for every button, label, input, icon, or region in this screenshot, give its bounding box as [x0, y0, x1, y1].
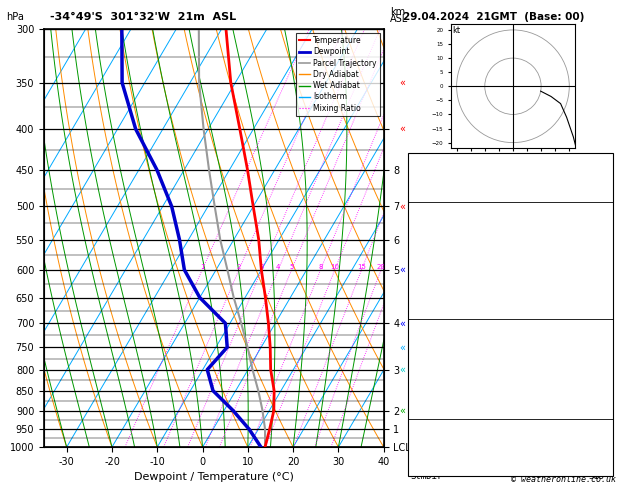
- Text: CIN (J): CIN (J): [411, 307, 448, 316]
- Text: «: «: [399, 342, 406, 352]
- Text: Hodograph: Hodograph: [486, 419, 535, 428]
- Text: -34°49'S  301°32'W  21m  ASL: -34°49'S 301°32'W 21m ASL: [50, 12, 237, 22]
- Text: K: K: [411, 155, 416, 164]
- Text: «: «: [399, 78, 406, 87]
- Text: 2: 2: [237, 264, 241, 270]
- Text: 3: 3: [259, 264, 264, 270]
- Text: Pressure (mb): Pressure (mb): [411, 337, 481, 346]
- Text: Dewp (°C): Dewp (°C): [411, 237, 459, 246]
- Text: CAPE (J): CAPE (J): [411, 389, 454, 399]
- Text: Lifted Index: Lifted Index: [411, 272, 476, 281]
- X-axis label: Dewpoint / Temperature (°C): Dewpoint / Temperature (°C): [134, 472, 294, 483]
- Text: SREH: SREH: [411, 454, 432, 463]
- Text: 315°: 315°: [589, 472, 610, 481]
- Text: 333: 333: [594, 354, 610, 364]
- Text: 13.8: 13.8: [589, 220, 610, 229]
- Legend: Temperature, Dewpoint, Parcel Trajectory, Dry Adiabat, Wet Adiabat, Isotherm, Mi: Temperature, Dewpoint, Parcel Trajectory…: [296, 33, 380, 116]
- Text: 46: 46: [599, 173, 610, 182]
- Text: 1: 1: [200, 264, 204, 270]
- Text: Surface: Surface: [492, 202, 529, 211]
- Text: © weatheronline.co.uk: © weatheronline.co.uk: [511, 474, 616, 484]
- Text: kt: kt: [452, 26, 460, 35]
- Text: Lifted Index: Lifted Index: [411, 372, 476, 381]
- Text: Totals Totals: Totals Totals: [411, 173, 481, 182]
- Text: 12.9: 12.9: [589, 237, 610, 246]
- Text: km: km: [390, 7, 405, 17]
- Text: «: «: [399, 364, 406, 375]
- Text: 8: 8: [318, 264, 323, 270]
- Text: hPa: hPa: [6, 12, 24, 22]
- Text: 20: 20: [599, 155, 610, 164]
- Text: 312: 312: [594, 255, 610, 264]
- Text: 800: 800: [594, 337, 610, 346]
- Text: Temp (°C): Temp (°C): [411, 220, 459, 229]
- Text: -1: -1: [599, 372, 610, 381]
- Text: «: «: [399, 265, 406, 275]
- Text: -8: -8: [599, 454, 610, 463]
- Text: 15: 15: [357, 264, 366, 270]
- Text: 0: 0: [604, 290, 610, 299]
- Text: StmDir: StmDir: [411, 472, 443, 481]
- Text: ASL: ASL: [390, 14, 408, 24]
- Text: EH: EH: [411, 437, 421, 446]
- Text: 32: 32: [599, 407, 610, 416]
- Text: «: «: [399, 124, 406, 134]
- Text: θₑ(K): θₑ(K): [411, 255, 438, 264]
- Text: 10: 10: [599, 272, 610, 281]
- Text: 4: 4: [276, 264, 281, 270]
- Text: 10: 10: [330, 264, 339, 270]
- Text: Most Unstable: Most Unstable: [476, 319, 545, 329]
- Text: 5: 5: [289, 264, 294, 270]
- Text: CAPE (J): CAPE (J): [411, 290, 454, 299]
- Text: PW (cm): PW (cm): [411, 190, 448, 199]
- Text: 2.96: 2.96: [589, 190, 610, 199]
- Text: «: «: [399, 405, 406, 416]
- Text: θₑ (K): θₑ (K): [411, 354, 443, 364]
- Text: -276: -276: [589, 437, 610, 446]
- Text: 20: 20: [377, 264, 386, 270]
- Text: CIN (J): CIN (J): [411, 407, 448, 416]
- Text: 29.04.2024  21GMT  (Base: 00): 29.04.2024 21GMT (Base: 00): [403, 12, 584, 22]
- Text: «: «: [399, 202, 406, 211]
- Text: 0: 0: [604, 307, 610, 316]
- Text: 376: 376: [594, 389, 610, 399]
- Text: «: «: [399, 318, 406, 329]
